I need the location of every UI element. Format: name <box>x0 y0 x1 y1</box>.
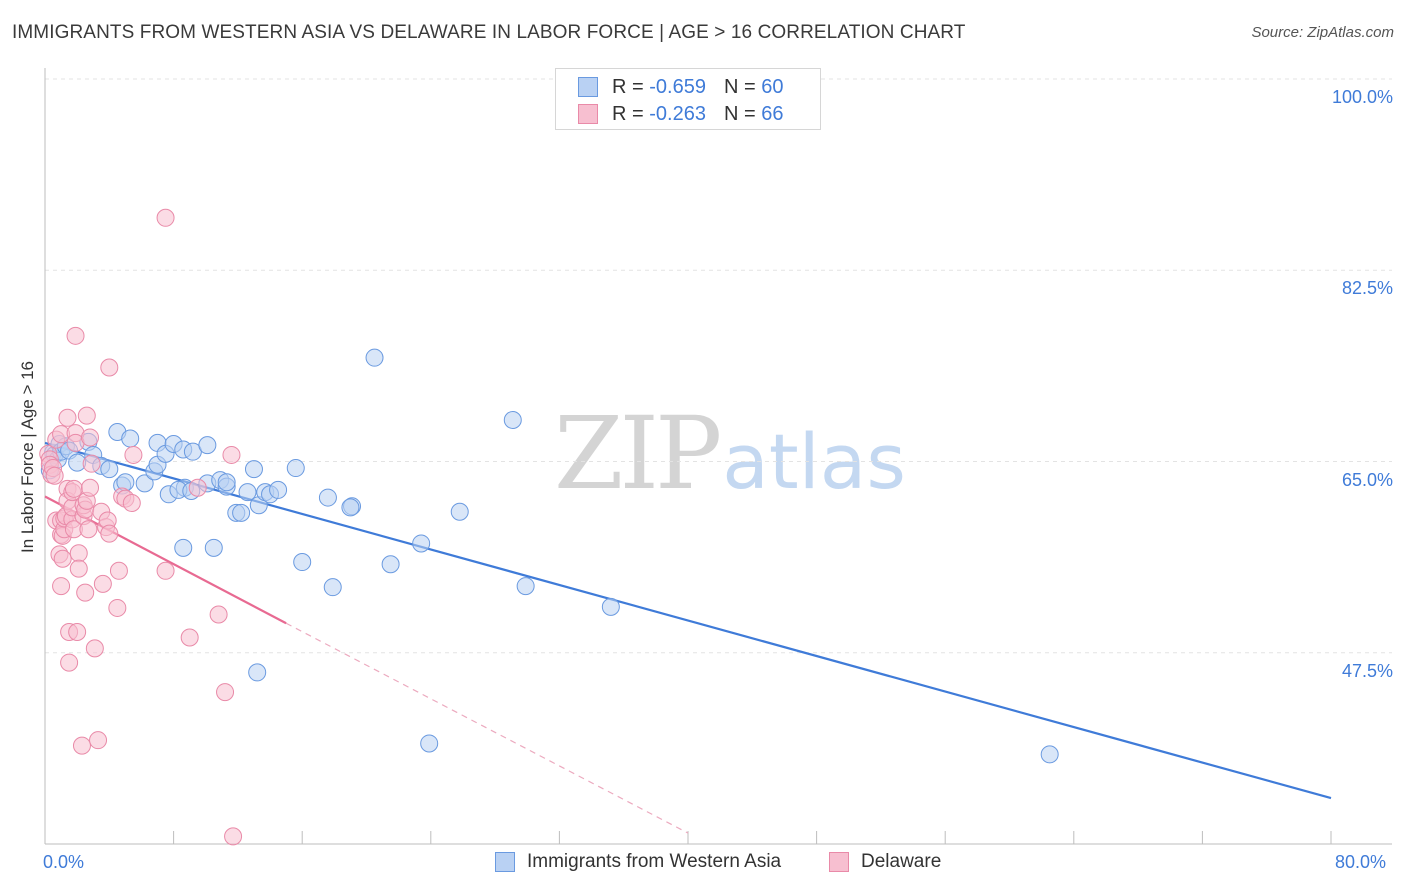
y-tick-label: 65.0% <box>1341 469 1393 490</box>
grid <box>45 78 1392 654</box>
legend-r-value: -0.263 <box>649 102 706 125</box>
point-delaware <box>53 549 72 568</box>
point-western-asia <box>244 460 263 479</box>
x-tick-label-max: 80.0% <box>1335 852 1387 872</box>
point-western-asia <box>286 459 305 478</box>
point-western-asia <box>341 498 360 517</box>
trend-line-extension <box>285 622 689 834</box>
legend-n-label: N = <box>723 102 756 125</box>
point-delaware <box>77 406 96 425</box>
point-western-asia <box>248 663 267 682</box>
point-delaware <box>76 583 95 602</box>
point-western-asia <box>412 534 431 553</box>
y-axis-label: In Labor Force | Age > 16 <box>18 360 37 554</box>
correlation-legend: R = -0.659 N = 60 R = -0.263 N = 66 <box>555 68 821 130</box>
point-western-asia <box>318 488 337 507</box>
point-western-asia <box>100 460 119 479</box>
point-delaware <box>68 622 87 641</box>
point-delaware <box>66 326 85 345</box>
point-delaware <box>224 827 243 846</box>
point-western-asia <box>135 474 154 493</box>
point-western-asia <box>381 555 400 574</box>
legend-item-delaware[interactable]: Delaware <box>829 851 941 873</box>
point-delaware <box>85 639 104 658</box>
legend-row-delaware: R = -0.263 N = 66 <box>578 101 783 127</box>
legend-label-delaware: Delaware <box>861 851 942 872</box>
legend-swatch-blue <box>578 77 598 97</box>
point-western-asia <box>516 577 535 596</box>
trend-lines <box>44 441 1332 834</box>
series-legend: Immigrants from Western Asia Delaware <box>0 851 1406 879</box>
legend-r-value: -0.659 <box>649 75 706 98</box>
point-western-asia <box>121 429 140 448</box>
legend-swatch-pink <box>578 104 598 124</box>
point-delaware <box>156 208 175 227</box>
point-western-asia <box>420 734 439 753</box>
point-delaware <box>72 736 91 755</box>
point-delaware <box>52 577 71 596</box>
point-western-asia <box>601 597 620 616</box>
point-western-asia <box>198 436 217 455</box>
point-delaware <box>122 494 141 513</box>
y-tick-label: 47.5% <box>1341 660 1393 681</box>
point-western-asia <box>293 553 312 572</box>
point-delaware <box>216 683 235 702</box>
source-label: Source: ZipAtlas.com <box>1251 24 1394 41</box>
point-delaware <box>100 524 119 543</box>
legend-r-label: R = <box>612 102 644 125</box>
legend-swatch-pink <box>829 852 849 872</box>
point-delaware <box>81 428 100 447</box>
point-western-asia <box>217 473 236 492</box>
point-delaware <box>222 445 241 464</box>
point-delaware <box>180 628 199 647</box>
data-points <box>39 208 1059 846</box>
point-western-asia <box>450 502 469 521</box>
point-delaware <box>93 574 112 593</box>
point-delaware <box>60 653 79 672</box>
axes <box>44 68 1392 845</box>
point-delaware <box>82 454 101 473</box>
point-western-asia <box>503 410 522 429</box>
legend-label-western-asia: Immigrants from Western Asia <box>527 851 782 872</box>
legend-row-western-asia: R = -0.659 N = 60 <box>578 74 783 100</box>
point-delaware <box>109 561 128 580</box>
point-western-asia <box>269 480 288 499</box>
legend-n-label: N = <box>723 75 756 98</box>
y-tick-label: 82.5% <box>1341 278 1393 299</box>
watermark: ZIPatlas <box>554 395 906 512</box>
point-delaware <box>58 408 77 427</box>
y-tick-label: 100.0% <box>1331 87 1393 107</box>
legend-r-label: R = <box>612 75 644 98</box>
point-delaware <box>69 559 88 578</box>
point-western-asia <box>238 483 257 502</box>
point-delaware <box>156 561 175 580</box>
x-tick-label-min: 0.0% <box>43 852 85 872</box>
legend-swatch-blue <box>495 852 515 872</box>
point-western-asia <box>232 503 251 522</box>
point-western-asia <box>204 538 223 557</box>
point-delaware <box>188 478 207 497</box>
point-delaware <box>69 544 88 563</box>
point-western-asia <box>323 578 342 597</box>
point-delaware <box>64 479 83 498</box>
point-delaware <box>124 445 143 464</box>
point-western-asia <box>365 348 384 367</box>
legend-n-value: 60 <box>761 75 784 98</box>
point-delaware <box>89 731 108 750</box>
chart-title: IMMIGRANTS FROM WESTERN ASIA VS DELAWARE… <box>12 22 966 43</box>
legend-item-western-asia[interactable]: Immigrants from Western Asia <box>495 851 781 873</box>
point-western-asia <box>1040 745 1059 764</box>
legend-n-value: 66 <box>761 102 784 125</box>
point-delaware <box>45 466 64 485</box>
trend-line-0 <box>44 441 1332 800</box>
watermark-zip: ZIP <box>554 395 722 512</box>
point-delaware <box>79 520 98 539</box>
point-delaware <box>108 598 127 617</box>
point-western-asia <box>174 538 193 557</box>
point-delaware <box>100 358 119 377</box>
point-delaware <box>81 478 100 497</box>
point-delaware <box>209 605 228 624</box>
